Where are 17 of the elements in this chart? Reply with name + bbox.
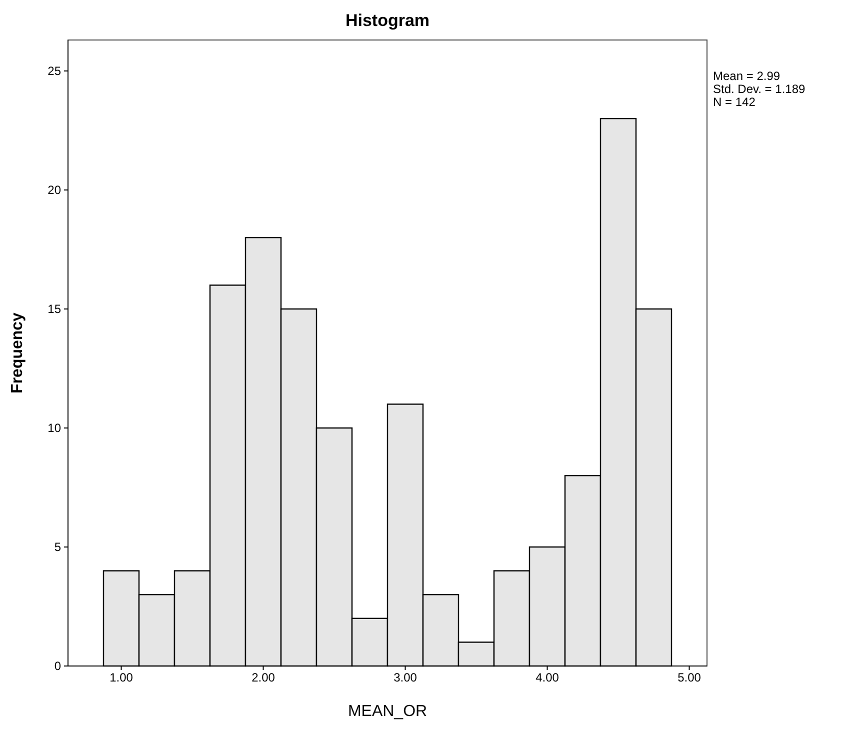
x-tick-label: 4.00 — [536, 670, 560, 685]
text: N = 142 — [713, 95, 756, 109]
y-axis-title: Frequency — [9, 312, 26, 394]
chart-title: Histogram — [345, 11, 430, 30]
y-tick-label: 20 — [48, 182, 62, 197]
x-axis-title: MEAN_OR — [348, 703, 428, 720]
text: Std. Dev. = 1.189 — [713, 82, 806, 96]
x-tick-label: 1.00 — [110, 670, 134, 685]
text: Mean = 2.99 — [713, 69, 780, 83]
y-tick-label: 10 — [48, 420, 62, 435]
x-tick-label: 3.00 — [394, 670, 418, 685]
y-tick-label: 5 — [54, 540, 62, 554]
x-tick-label: 2.00 — [252, 670, 276, 685]
y-tick-label: 15 — [48, 302, 62, 316]
x-tick-label: 5.00 — [678, 670, 702, 685]
y-tick-label: 25 — [48, 64, 62, 78]
y-tick-label: 0 — [54, 658, 62, 673]
